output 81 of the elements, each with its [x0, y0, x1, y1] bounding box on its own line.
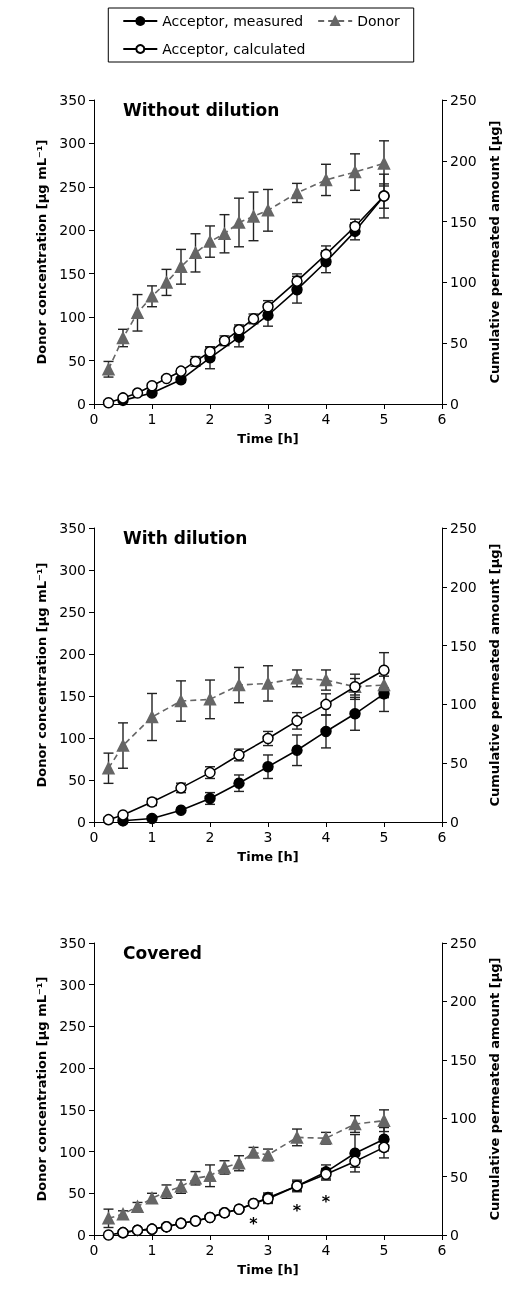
y2-axis-title: Cumulative permeated amount [µg]: [486, 543, 502, 807]
y2-tick-label: 50: [450, 1168, 468, 1185]
y-tick-label: 0: [77, 1227, 86, 1243]
x-tick-label: 4: [321, 1242, 331, 1258]
annotation: *: [321, 1192, 331, 1212]
y-tick-label: 0: [77, 396, 86, 412]
y2-tick-label: 250: [450, 935, 477, 951]
y2-tick-label: 50: [450, 755, 468, 772]
y2-axis-title: Cumulative permeated amount [µg]: [486, 957, 502, 1221]
y-axis-title: Donor concentration [µg mL⁻¹]: [34, 139, 50, 365]
x-tick-label: 0: [89, 411, 99, 427]
legend-label: Donor: [357, 13, 400, 29]
y-tick-label: 350: [59, 520, 86, 536]
x-axis-title: Time [h]: [237, 849, 299, 864]
annotation: *: [292, 1201, 302, 1221]
y2-tick-label: 200: [450, 578, 477, 595]
x-tick-label: 5: [379, 1242, 389, 1258]
y-tick-label: 350: [59, 92, 86, 108]
y-tick-label: 150: [59, 265, 86, 282]
y-tick-label: 50: [68, 1185, 86, 1202]
chart-title: Covered: [123, 942, 202, 963]
y2-tick-label: 200: [450, 993, 477, 1010]
legend-label: Acceptor, calculated: [162, 41, 306, 57]
y-axis-title: Donor concentration [µg mL⁻¹]: [34, 976, 50, 1202]
y-tick-label: 150: [59, 1101, 86, 1118]
y2-tick-label: 150: [450, 213, 477, 230]
x-tick-label: 2: [205, 829, 215, 845]
x-tick-label: 5: [379, 829, 389, 845]
x-tick-label: 3: [263, 829, 273, 845]
y2-tick-label: 250: [450, 520, 477, 536]
y2-tick-label: 250: [450, 92, 477, 108]
x-tick-label: 2: [205, 411, 215, 427]
y-tick-label: 200: [59, 646, 86, 662]
x-tick-label: 1: [147, 411, 157, 427]
annotation: *: [249, 1213, 259, 1233]
y-tick-label: 300: [59, 135, 86, 152]
x-tick-label: 6: [437, 829, 447, 845]
y-tick-label: 300: [59, 976, 86, 993]
x-tick-label: 4: [321, 829, 331, 845]
x-tick-label: 6: [437, 411, 447, 427]
y2-tick-label: 100: [450, 274, 477, 291]
x-tick-label: 0: [89, 1242, 99, 1258]
y2-axis-title: Cumulative permeated amount [µg]: [486, 120, 502, 384]
y-tick-label: 150: [59, 688, 86, 704]
x-tick-label: 3: [263, 1242, 273, 1258]
y-tick-label: 100: [59, 1143, 86, 1160]
x-tick-label: 6: [437, 1242, 447, 1258]
chart-title: With dilution: [123, 527, 248, 548]
y-tick-label: 0: [77, 814, 86, 830]
x-tick-label: 3: [263, 411, 273, 427]
x-tick-label: 1: [147, 829, 157, 845]
x-tick-label: 4: [321, 411, 331, 427]
legend-label: Acceptor, measured: [162, 13, 304, 29]
y-tick-label: 100: [59, 309, 86, 326]
y2-tick-label: 200: [450, 152, 477, 169]
y-tick-label: 250: [59, 1018, 86, 1035]
x-tick-label: 5: [379, 411, 389, 427]
y-tick-label: 100: [59, 730, 86, 746]
y2-tick-label: 100: [450, 696, 477, 713]
y-axis-title: Donor concentration [µg mL⁻¹]: [34, 562, 50, 788]
y2-tick-label: 50: [450, 335, 468, 352]
y-tick-label: 200: [59, 222, 86, 239]
y-tick-label: 50: [68, 772, 86, 788]
x-axis-title: Time [h]: [237, 1262, 299, 1277]
y2-tick-label: 150: [450, 1051, 477, 1068]
x-axis-title: Time [h]: [237, 431, 299, 446]
x-tick-label: 1: [147, 1242, 157, 1258]
y2-tick-label: 0: [450, 814, 459, 830]
x-tick-label: 2: [205, 1242, 215, 1258]
y2-tick-label: 0: [450, 396, 459, 412]
x-tick-label: 0: [89, 829, 99, 845]
y2-tick-label: 0: [450, 1227, 459, 1243]
y-tick-label: 250: [59, 604, 86, 620]
y-tick-label: 350: [59, 935, 86, 951]
y2-tick-label: 100: [450, 1110, 477, 1127]
y-tick-label: 250: [59, 178, 86, 195]
y-tick-label: 200: [59, 1060, 86, 1077]
y2-tick-label: 150: [450, 637, 477, 654]
y-tick-label: 50: [68, 352, 86, 369]
chart-title: Without dilution: [123, 99, 280, 120]
y-tick-label: 300: [59, 562, 86, 578]
